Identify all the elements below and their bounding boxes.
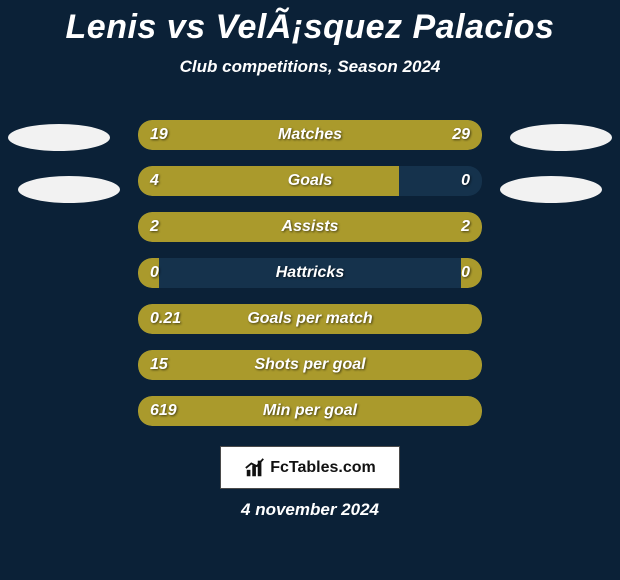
chart-icon: [244, 457, 266, 479]
stat-label: Goals per match: [138, 304, 482, 334]
stat-row: 4Goals0: [138, 166, 482, 196]
stat-row: 2Assists2: [138, 212, 482, 242]
comparison-chart: 19Matches294Goals02Assists20Hattricks00.…: [0, 120, 620, 442]
stat-label: Goals: [138, 166, 482, 196]
stat-row: 15Shots per goal: [138, 350, 482, 380]
stat-row: 19Matches29: [138, 120, 482, 150]
stat-row: 619Min per goal: [138, 396, 482, 426]
stat-row: 0Hattricks0: [138, 258, 482, 288]
stat-row: 0.21Goals per match: [138, 304, 482, 334]
stat-label: Assists: [138, 212, 482, 242]
stat-value-right: 29: [452, 120, 470, 150]
logo-text: FcTables.com: [270, 459, 376, 477]
fctables-logo: FcTables.com: [220, 446, 400, 489]
stat-value-right: 2: [461, 212, 470, 242]
subtitle: Club competitions, Season 2024: [0, 57, 620, 77]
stat-label: Shots per goal: [138, 350, 482, 380]
generation-date: 4 november 2024: [0, 500, 620, 520]
stat-label: Matches: [138, 120, 482, 150]
stat-label: Hattricks: [138, 258, 482, 288]
stat-label: Min per goal: [138, 396, 482, 426]
stat-value-right: 0: [461, 166, 470, 196]
page-title: Lenis vs VelÃ¡squez Palacios: [0, 0, 620, 47]
stat-value-right: 0: [461, 258, 470, 288]
